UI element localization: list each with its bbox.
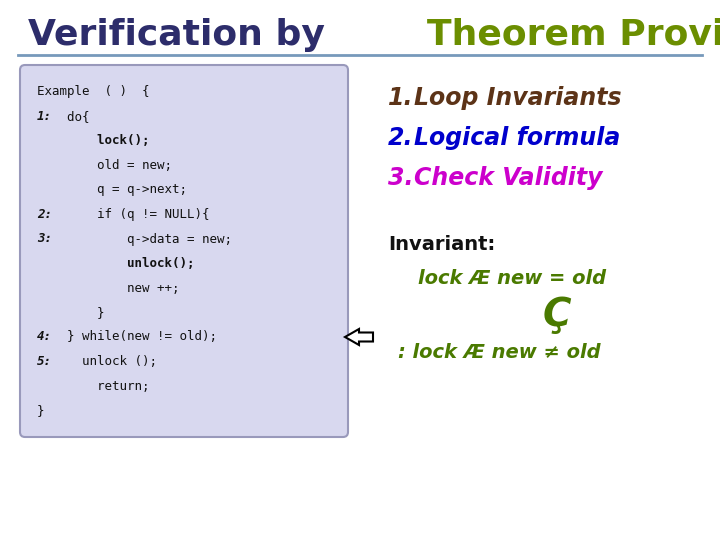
Text: 3.: 3. bbox=[388, 166, 413, 190]
Text: Check Validity: Check Validity bbox=[414, 166, 603, 190]
Text: old = new;: old = new; bbox=[37, 159, 172, 172]
Text: 4:: 4: bbox=[37, 330, 52, 343]
Text: Loop Invariants: Loop Invariants bbox=[414, 86, 621, 110]
Text: q = q->next;: q = q->next; bbox=[37, 184, 187, 197]
Text: 1:: 1: bbox=[37, 110, 52, 123]
FancyArrow shape bbox=[345, 329, 373, 345]
FancyBboxPatch shape bbox=[20, 65, 348, 437]
Text: if (q != NULL){: if (q != NULL){ bbox=[52, 208, 210, 221]
Text: return;: return; bbox=[37, 380, 150, 393]
Text: : lock Æ new ≠ old: : lock Æ new ≠ old bbox=[398, 343, 600, 362]
Text: lock Æ new = old: lock Æ new = old bbox=[418, 269, 606, 288]
Text: 3:: 3: bbox=[37, 233, 52, 246]
Text: q->data = new;: q->data = new; bbox=[52, 233, 232, 246]
Text: 2:: 2: bbox=[37, 208, 52, 221]
Text: unlock ();: unlock (); bbox=[52, 355, 157, 368]
Text: Theorem Proving: Theorem Proving bbox=[428, 18, 720, 52]
Text: do{: do{ bbox=[52, 110, 89, 123]
Text: Example  ( )  {: Example ( ) { bbox=[37, 85, 150, 98]
Text: lock();: lock(); bbox=[37, 134, 150, 147]
Text: } while(new != old);: } while(new != old); bbox=[52, 330, 217, 343]
Text: Verification by: Verification by bbox=[28, 18, 338, 52]
Text: }: } bbox=[37, 404, 45, 417]
Text: Invariant:: Invariant: bbox=[388, 235, 495, 254]
Text: Logical formula: Logical formula bbox=[414, 126, 621, 150]
Text: 1.: 1. bbox=[388, 86, 413, 110]
Text: 2.: 2. bbox=[388, 126, 413, 150]
Text: }: } bbox=[37, 306, 104, 319]
Text: new ++;: new ++; bbox=[37, 281, 179, 294]
Text: Ç: Ç bbox=[543, 296, 572, 334]
Text: unlock();: unlock(); bbox=[37, 257, 194, 270]
Text: 5:: 5: bbox=[37, 355, 52, 368]
